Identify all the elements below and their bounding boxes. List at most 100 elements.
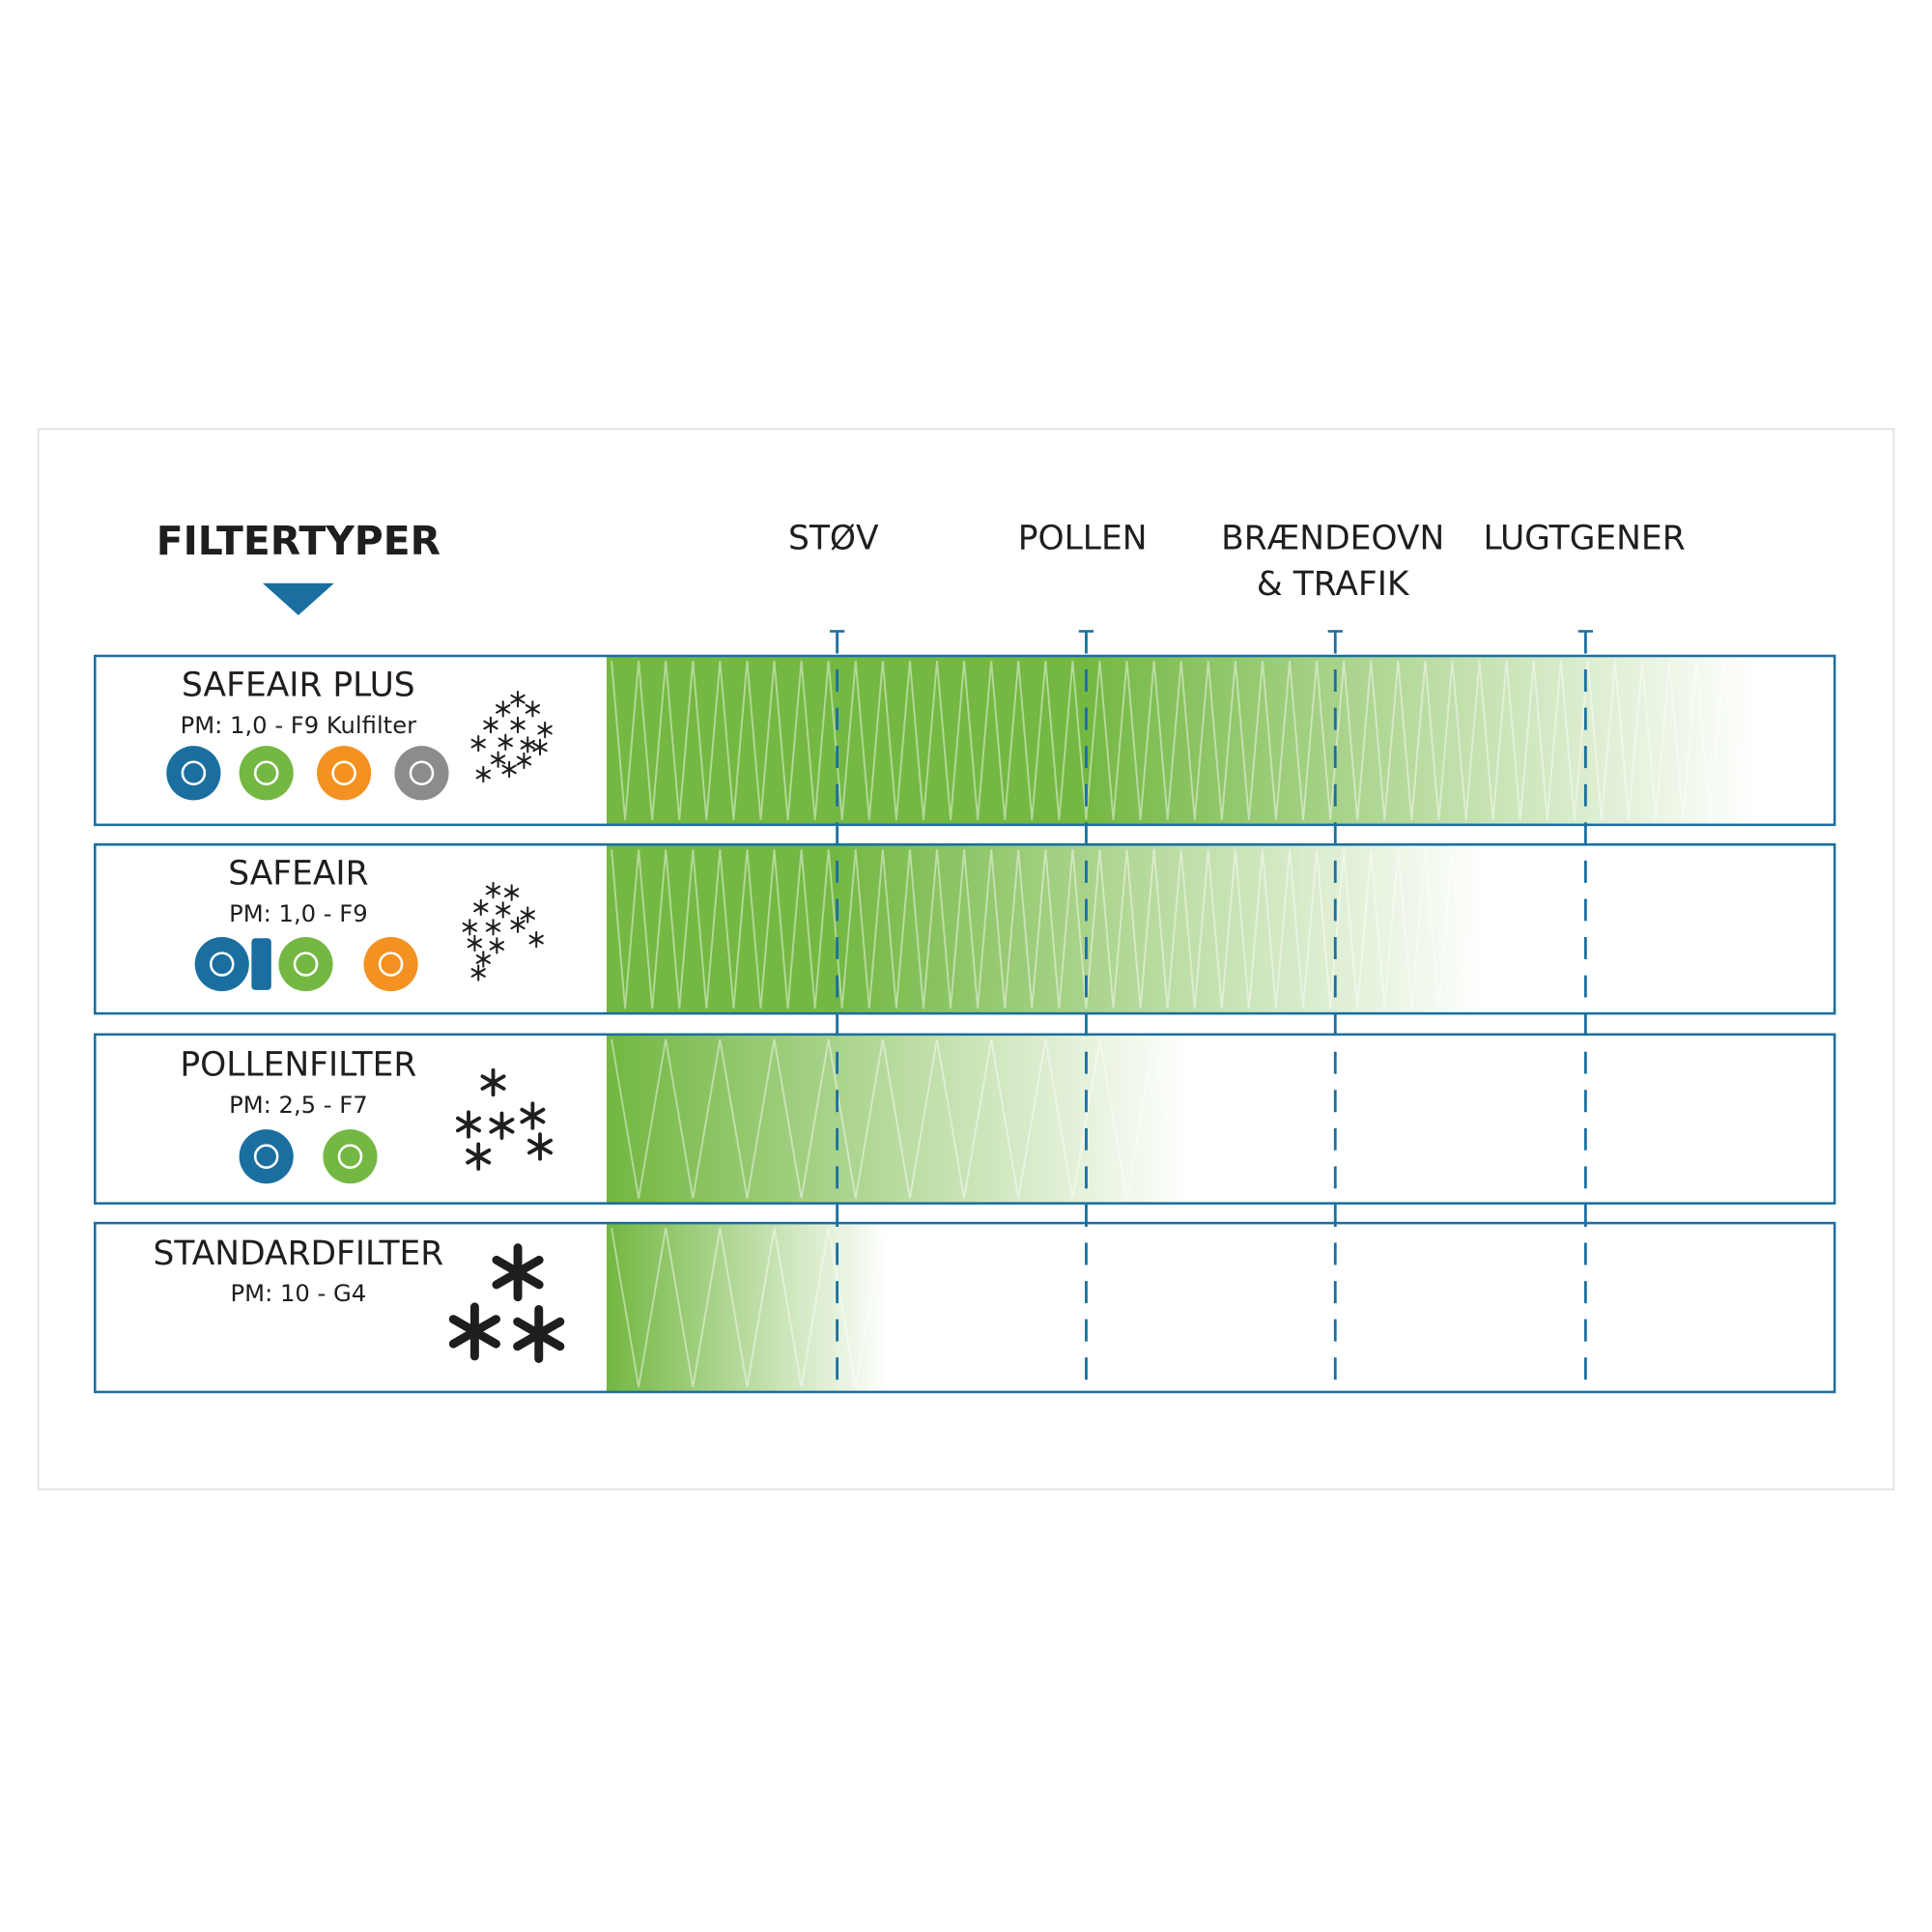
particle	[516, 755, 526, 762]
particle	[491, 1074, 506, 1085]
filter-band	[606, 1223, 1835, 1392]
particle	[510, 697, 520, 704]
particle	[475, 773, 485, 780]
particle	[462, 925, 471, 932]
particle	[473, 906, 482, 913]
icon-detail	[293, 952, 319, 977]
particle	[532, 742, 542, 749]
particle	[497, 741, 507, 748]
particle	[485, 925, 495, 932]
particle	[544, 724, 553, 731]
particle	[535, 938, 544, 945]
particle	[469, 925, 477, 932]
particle	[531, 707, 541, 714]
filter-name: SAFEAIR	[228, 855, 368, 894]
particle	[473, 938, 483, 945]
column-label: LUGTGENER	[1483, 520, 1685, 558]
column-label: POLLEN	[1018, 520, 1148, 558]
column-label: & TRAFIK	[1257, 565, 1410, 604]
icon-detail	[331, 760, 356, 786]
particle	[475, 957, 485, 964]
particle	[473, 942, 483, 949]
filter-band	[606, 1034, 1835, 1204]
particle	[469, 922, 477, 928]
header-arrow	[262, 582, 334, 615]
icon-detail	[181, 760, 207, 786]
icon-overlap	[251, 938, 271, 990]
particle	[467, 938, 476, 945]
particle	[504, 888, 513, 895]
particle	[504, 892, 513, 897]
particle	[510, 720, 520, 726]
particle	[492, 922, 501, 928]
particle	[477, 971, 486, 978]
particle	[526, 740, 535, 746]
particle	[520, 743, 529, 750]
particle	[501, 768, 511, 775]
particle	[537, 728, 547, 735]
filter-name: SAFEAIR PLUS	[182, 666, 415, 704]
particle	[485, 889, 495, 895]
column-label: BRÆNDEOVN	[1221, 520, 1444, 558]
particle	[496, 707, 504, 714]
particle	[526, 910, 535, 917]
particle	[482, 954, 491, 961]
particle	[483, 724, 492, 730]
particle	[476, 1148, 492, 1159]
particle	[470, 742, 480, 749]
particle	[497, 737, 507, 744]
particle	[544, 728, 553, 735]
particle	[489, 724, 498, 730]
particle	[501, 707, 511, 714]
particle	[510, 694, 520, 700]
particle	[513, 1255, 544, 1277]
icon-detail	[337, 1144, 363, 1169]
particle	[517, 920, 526, 926]
filter-spec: PM: 1,0 - F9 Kulfilter	[181, 711, 416, 739]
particle	[496, 704, 504, 710]
particle	[510, 888, 520, 895]
particle	[482, 773, 491, 780]
particle	[517, 724, 526, 730]
filter-band	[606, 656, 1835, 825]
zigzag	[611, 661, 1766, 820]
icon	[166, 746, 221, 801]
particle	[508, 764, 517, 771]
particle	[477, 742, 486, 749]
zigzag	[611, 849, 1494, 1009]
filter-spec: PM: 10 - G4	[231, 1279, 367, 1307]
particle	[538, 1138, 553, 1149]
particle	[530, 1107, 546, 1118]
particle	[520, 740, 529, 746]
icon	[194, 937, 249, 992]
particle	[539, 746, 548, 753]
particle	[504, 737, 513, 744]
icon-detail	[253, 1144, 279, 1169]
particle	[539, 742, 548, 749]
filter-name: STANDARDFILTER	[154, 1235, 444, 1273]
particle	[467, 1116, 481, 1126]
particle	[490, 754, 499, 761]
particle	[489, 720, 498, 726]
header-title: FILTERTYPER	[156, 518, 440, 564]
particle	[475, 769, 485, 776]
particle	[501, 764, 511, 771]
particle	[525, 707, 534, 714]
particle	[520, 914, 529, 920]
icon	[239, 1129, 294, 1184]
particle	[501, 704, 511, 710]
particle	[470, 738, 480, 745]
particle	[479, 906, 489, 913]
particle	[508, 768, 517, 775]
row-border	[94, 1221, 1836, 1394]
particle	[497, 754, 506, 761]
filter-spec: PM: 1,0 - F9	[229, 899, 368, 927]
particle	[528, 938, 538, 945]
particle	[501, 905, 511, 911]
particle	[532, 746, 542, 753]
particle	[489, 944, 498, 951]
particle	[520, 910, 529, 917]
icon	[239, 746, 294, 801]
